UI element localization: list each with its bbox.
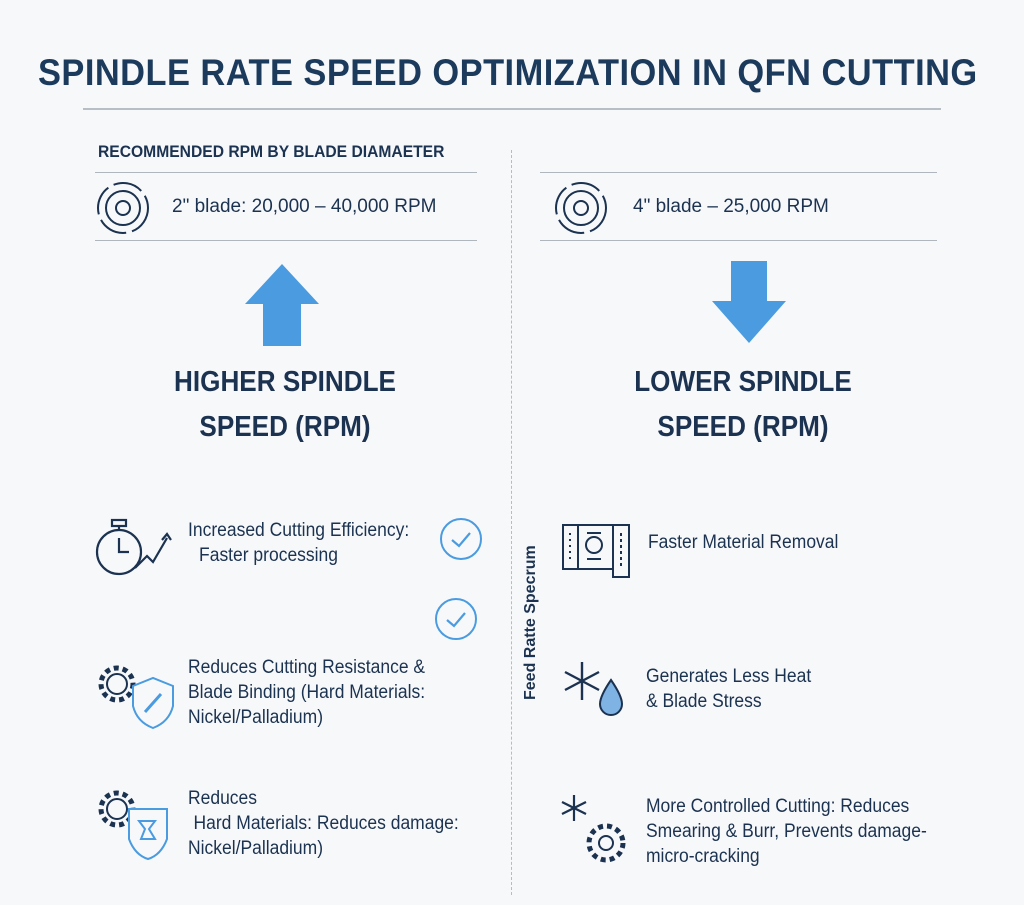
divider	[95, 240, 477, 241]
title-divider	[83, 108, 941, 110]
benefit-less-heat: Generates Less Heat & Blade Stress	[646, 664, 811, 714]
machine-panel-icon	[562, 524, 630, 578]
text-line: micro-cracking	[646, 846, 760, 867]
heading-line: SPEED (RPM)	[657, 411, 829, 443]
text-line: Blade Binding (Hard Materials:	[188, 682, 426, 703]
text-line: Nickel/Palladium)	[188, 838, 324, 859]
text-line: Reduces	[188, 788, 257, 809]
benefit-efficiency: Increased Cutting Efficiency: Faster pro…	[188, 518, 409, 568]
heading-line: SPEED (RPM)	[199, 411, 371, 443]
benefit-damage: Reduces Hard Materials: Reduces damage: …	[188, 786, 459, 861]
divider	[540, 240, 937, 241]
divider	[95, 172, 477, 173]
text-line: Nickel/Palladium)	[188, 707, 324, 728]
snowflake-droplet-icon	[564, 662, 624, 716]
benefit-material-removal: Faster Material Removal	[648, 530, 838, 555]
check-circle-icon	[440, 518, 482, 560]
benefit-controlled-cutting: More Controlled Cutting: Reduces Smearin…	[646, 794, 927, 869]
blade-icon	[555, 182, 607, 234]
snowflake-gear-icon	[561, 795, 626, 863]
text-line: & Blade Stress	[646, 691, 762, 712]
text-line: Generates Less Heat	[646, 666, 812, 687]
right-blade-rpm: 4" blade – 25,000 RPM	[633, 196, 829, 217]
gear-shield-icon	[98, 665, 174, 730]
lower-speed-heading: LOWER SPINDLE SPEED (RPM)	[608, 360, 878, 450]
check-circle-icon	[435, 598, 477, 640]
text-line: Hard Materials: Reduces damage:	[193, 813, 459, 834]
text-line: Faster processing	[199, 545, 338, 566]
text-line: Increased Cutting Efficiency:	[188, 520, 410, 541]
stopwatch-icon	[95, 518, 172, 576]
text-line: Faster Material Removal	[648, 532, 839, 553]
page-title: SPINDLE RATE SPEED OPTIMIZATION IN QFN C…	[38, 52, 978, 93]
arrow-up-icon	[245, 264, 319, 346]
section-subtitle: RECOMMENDED RPM BY BLADE DIAMAETER	[98, 142, 445, 161]
text-line: Reduces Cutting Resistance &	[188, 657, 426, 678]
arrow-down-icon	[712, 261, 786, 343]
left-blade-rpm: 2" blade: 20,000 – 40,000 RPM	[172, 196, 437, 217]
higher-speed-heading: HIGHER SPINDLE SPEED (RPM)	[150, 360, 420, 450]
text-line: More Controlled Cutting: Reduces	[646, 796, 910, 817]
divider	[540, 172, 937, 173]
heading-line: LOWER SPINDLE	[634, 366, 852, 398]
text-line: Smearing & Burr, Prevents damage-	[646, 821, 927, 842]
feed-rate-spectrum-label: Feed Ratte Specrum	[522, 545, 539, 700]
center-divider	[511, 150, 512, 895]
blade-icon	[97, 182, 149, 234]
benefit-resistance: Reduces Cutting Resistance & Blade Bindi…	[188, 655, 425, 730]
heading-line: HIGHER SPINDLE	[174, 366, 396, 398]
gear-shield-icon	[98, 790, 168, 861]
